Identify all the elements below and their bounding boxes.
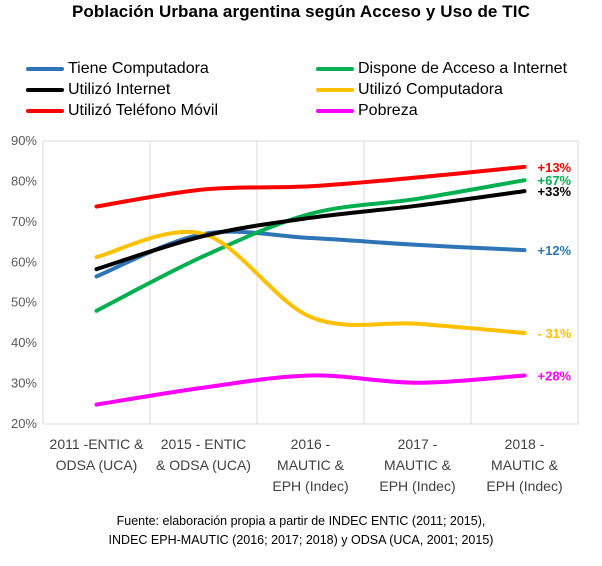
end-label: - 31% (538, 326, 572, 341)
x-tick-label: 2018 -MAUTIC & EPH (Indec) (486, 436, 562, 494)
end-label: +67% (538, 173, 572, 188)
x-tick-label: 2011 -ENTIC & ODSA (UCA) (50, 436, 145, 473)
end-label: +28% (538, 368, 572, 383)
plot-area (42, 140, 579, 425)
legend-label: Utilizó Computadora (358, 81, 503, 98)
legend-item-pobreza: Pobreza (316, 102, 418, 120)
y-tick-label: 70% (11, 214, 37, 229)
legend-item-acceso-internet: Dispone de Acceso a Internet (316, 60, 567, 78)
y-tick-label: 60% (11, 254, 37, 269)
end-label: +12% (538, 243, 572, 258)
line-tiene-computadora (94, 229, 527, 279)
y-tick-label: 20% (11, 416, 37, 431)
y-tick-label: 90% (11, 133, 37, 148)
legend-label: Utilizó Teléfono Móvil (68, 102, 218, 119)
legend-item-utilizo-computadora: Utilizó Computadora (316, 81, 503, 99)
legend-swatch (316, 67, 354, 71)
legend-label: Utilizó Internet (68, 81, 171, 98)
legend-swatch (316, 88, 354, 92)
line-acceso-internet (94, 178, 527, 313)
x-tick-label: 2016 -MAUTIC & EPH (Indec) (272, 436, 348, 494)
x-tick-label: 2015 - ENTIC & ODSA (UCA) (156, 436, 251, 473)
y-tick-label: 80% (11, 173, 37, 188)
y-tick-label: 40% (11, 335, 37, 350)
legend-item-telefono-movil: Utilizó Teléfono Móvil (26, 102, 218, 120)
legend-swatch (26, 67, 64, 71)
legend-item-utilizo-internet: Utilizó Internet (26, 81, 170, 99)
legend-swatch (316, 109, 354, 113)
chart-legend: Tiene Computadora Dispone de Acceso a In… (0, 0, 602, 130)
legend-label: Pobreza (358, 102, 418, 119)
end-label: +13% (538, 160, 572, 175)
line-chart: 20% 30% 40% 50% 60% 70% 80% 90% 2011 -ENTIC & ODS… (11, 133, 579, 494)
legend-label: Tiene Computadora (68, 60, 209, 77)
end-label: +33% (538, 184, 572, 199)
x-tick-label: 2017 -MAUTIC & EPH (Indec) (379, 436, 455, 494)
y-tick-label: 30% (11, 376, 37, 391)
line-utilizo-computadora (94, 230, 527, 336)
legend-swatch (26, 109, 64, 113)
chart-title: Población Urbana argentina según Acceso … (71, 2, 530, 21)
source-line-1: Fuente: elaboración propia a partir de I… (116, 514, 486, 528)
source-line-2: INDEC EPH-MAUTIC (2016; 2017; 2018) y OD… (108, 533, 494, 547)
line-pobreza (94, 373, 527, 407)
source-note: Fuente: elaboración propia a partir de I… (0, 512, 602, 550)
legend-swatch (26, 88, 64, 92)
legend-label: Dispone de Acceso a Internet (358, 60, 568, 77)
line-telefono-movil (94, 164, 527, 209)
legend-item-tiene-computadora: Tiene Computadora (26, 60, 209, 78)
line-utilizo-internet (94, 189, 527, 272)
y-tick-label: 50% (11, 295, 37, 310)
